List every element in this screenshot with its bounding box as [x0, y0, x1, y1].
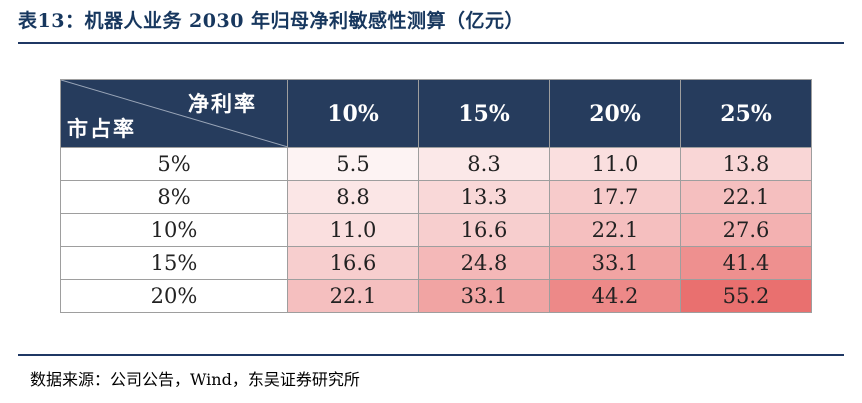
bottom-divider	[18, 354, 844, 356]
row-header: 8%	[60, 180, 288, 214]
column-header: 20%	[549, 79, 681, 148]
row-header: 10%	[60, 213, 288, 247]
table-title: 表13：机器人业务 2030 年归母净利敏感性测算（亿元）	[18, 10, 525, 32]
top-divider	[18, 42, 844, 44]
table-cell: 11.0	[287, 213, 419, 247]
table-cell: 33.1	[549, 246, 681, 280]
header-row: 净利率 市占率 10% 15% 20% 25%	[60, 79, 812, 148]
table-cell: 24.8	[418, 246, 550, 280]
table-cell: 13.3	[418, 180, 550, 214]
corner-diagonal	[61, 80, 288, 147]
table-cell: 55.2	[680, 279, 812, 313]
table-cell: 11.0	[549, 147, 681, 181]
row-header: 5%	[60, 147, 288, 181]
table-cell: 13.8	[680, 147, 812, 181]
corner-cell: 净利率 市占率	[60, 79, 288, 148]
table-row: 15% 16.6 24.8 33.1 41.4	[60, 246, 812, 280]
table-cell: 33.1	[418, 279, 550, 313]
table-row: 8% 8.8 13.3 17.7 22.1	[60, 180, 812, 214]
table-row: 5% 5.5 8.3 11.0 13.8	[60, 147, 812, 181]
table-cell: 5.5	[287, 147, 419, 181]
table-cell: 22.1	[549, 213, 681, 247]
table-row: 20% 22.1 33.1 44.2 55.2	[60, 279, 812, 313]
table-cell: 41.4	[680, 246, 812, 280]
column-header: 10%	[287, 79, 419, 148]
table-cell: 16.6	[418, 213, 550, 247]
table-cell: 27.6	[680, 213, 812, 247]
table-cell: 22.1	[680, 180, 812, 214]
table-cell: 8.3	[418, 147, 550, 181]
sensitivity-table: 净利率 市占率 10% 15% 20% 25% 5% 5.5 8.3 11.0 …	[60, 79, 812, 313]
corner-row-label: 市占率	[67, 116, 136, 141]
row-header: 15%	[60, 246, 288, 280]
column-header: 25%	[680, 79, 812, 148]
table-cell: 22.1	[287, 279, 419, 313]
table-cell: 16.6	[287, 246, 419, 280]
table-cell: 44.2	[549, 279, 681, 313]
corner-column-label: 净利率	[188, 91, 257, 116]
column-header: 15%	[418, 79, 550, 148]
row-header: 20%	[60, 279, 288, 313]
table-row: 10% 11.0 16.6 22.1 27.6	[60, 213, 812, 247]
table-cell: 17.7	[549, 180, 681, 214]
source-note: 数据来源：公司公告，Wind，东吴证券研究所	[30, 370, 360, 389]
table-cell: 8.8	[287, 180, 419, 214]
